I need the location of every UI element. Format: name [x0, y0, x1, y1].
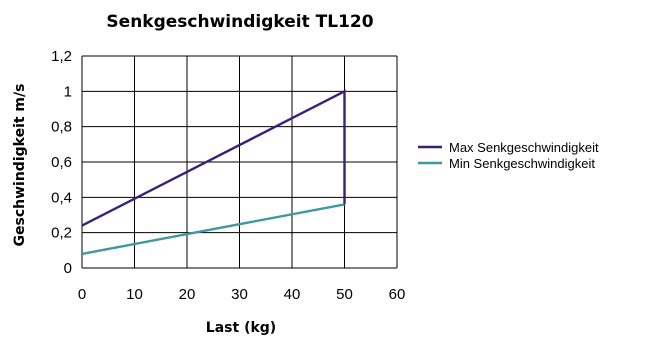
x-axis-title: Last (kg): [206, 320, 276, 336]
y-tick-label: 0,2: [51, 225, 72, 242]
x-tick-label: 50: [336, 286, 353, 303]
y-tick-label: 0,8: [51, 119, 72, 136]
x-tick-label: 0: [78, 286, 86, 303]
grid: [81, 55, 398, 269]
chart-title: Senkgeschwindigkeit TL120: [106, 12, 373, 32]
x-tick-label: 40: [284, 286, 301, 303]
y-tick-labels: 0 0,2 0,4 0,6 0,8 1 1,2: [51, 48, 72, 277]
y-tick-label: 0,4: [51, 189, 72, 206]
x-tick-label: 10: [126, 286, 143, 303]
y-tick-label: 1,2: [51, 48, 72, 65]
y-tick-label: 0,6: [51, 154, 72, 171]
series-line: [81, 203, 345, 256]
x-tick-label: 30: [231, 286, 248, 303]
y-axis-title: Geschwindigkeit m/s: [12, 84, 28, 247]
y-tick-label: 1: [64, 83, 72, 100]
y-tick-label: 0: [64, 260, 72, 277]
x-tick-label: 20: [179, 286, 196, 303]
x-tick-labels: 0 10 20 30 40 50 60: [78, 286, 406, 303]
legend-label: Min Senkgeschwindigkeit: [449, 156, 595, 171]
legend-label: Max Senkgeschwindigkeit: [449, 140, 599, 155]
series-lines: [81, 89, 346, 256]
x-tick-label: 60: [389, 286, 406, 303]
series-line: [81, 89, 346, 227]
